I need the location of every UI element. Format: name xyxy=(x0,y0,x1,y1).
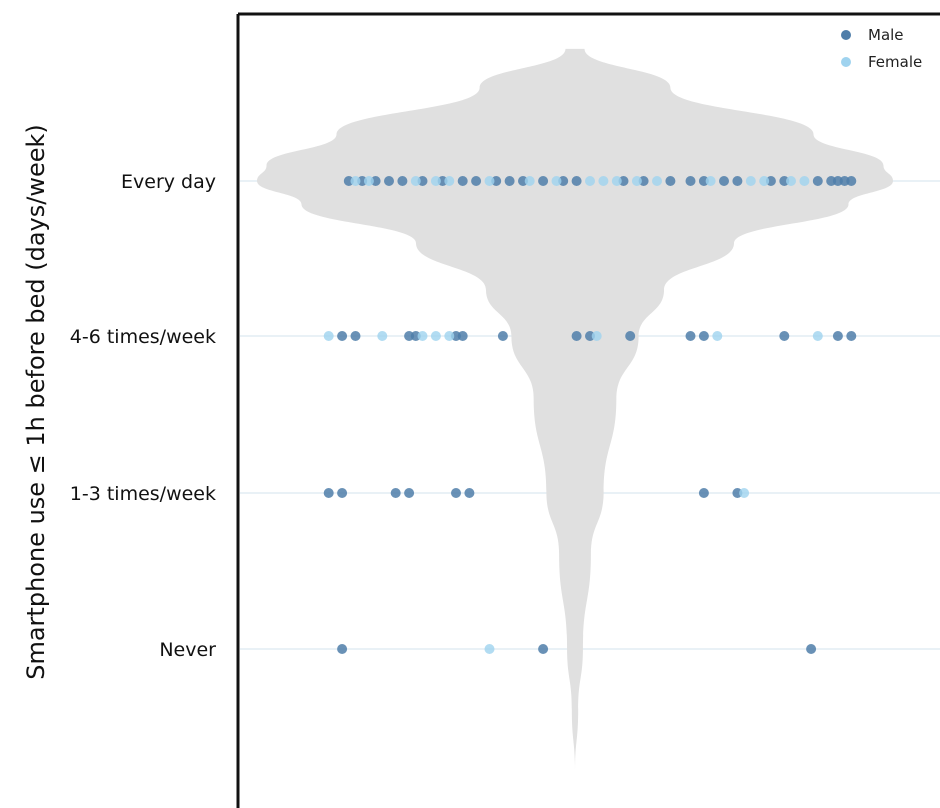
data-point-female xyxy=(410,176,421,186)
data-point-female xyxy=(786,176,796,186)
data-point-male xyxy=(404,488,415,498)
data-point-male xyxy=(457,176,468,186)
data-point-female xyxy=(759,176,770,186)
data-point-male xyxy=(846,176,857,186)
data-point-male xyxy=(806,644,817,654)
data-point-male xyxy=(451,488,461,498)
data-point-female xyxy=(377,331,388,341)
data-point-male xyxy=(685,176,696,186)
data-point-male xyxy=(497,331,508,341)
legend-label-female: Female xyxy=(868,53,922,71)
data-point-male xyxy=(323,488,334,498)
y-tick-label: 1-3 times/week xyxy=(70,483,216,505)
data-point-female xyxy=(591,331,602,341)
data-point-female xyxy=(430,331,441,341)
data-point-female xyxy=(444,176,455,186)
data-point-female xyxy=(323,331,334,341)
data-point-male xyxy=(685,331,696,341)
data-point-male xyxy=(390,488,401,498)
legend-marker-male xyxy=(841,30,851,40)
data-point-male xyxy=(779,331,790,341)
data-point-male xyxy=(698,331,709,341)
data-point-female xyxy=(484,176,495,186)
data-point-male xyxy=(812,176,823,186)
y-axis-title: Smartphone use ≤ 1h before bed (days/wee… xyxy=(22,124,50,680)
data-point-male xyxy=(571,331,582,341)
data-point-male xyxy=(846,331,857,341)
data-point-female xyxy=(705,176,716,186)
y-tick-label: Never xyxy=(159,639,216,661)
data-point-male xyxy=(698,488,709,498)
data-point-male xyxy=(732,176,743,186)
data-point-female xyxy=(611,176,622,186)
data-point-male xyxy=(337,644,348,654)
legend-label-male: Male xyxy=(868,26,904,44)
y-tick-label: 4-6 times/week xyxy=(70,326,216,348)
data-point-male xyxy=(665,176,676,186)
data-point-male xyxy=(538,176,549,186)
y-tick-labels: Every day 4-6 times/week 1-3 times/week Nev… xyxy=(70,171,216,661)
data-point-male xyxy=(337,488,348,498)
data-point-male xyxy=(350,331,361,341)
data-point-female xyxy=(551,176,562,186)
data-point-female xyxy=(430,176,441,186)
data-point-male xyxy=(464,488,475,498)
data-point-male xyxy=(571,176,582,186)
legend: Male Female xyxy=(841,26,922,71)
data-point-female xyxy=(350,176,361,186)
data-point-male xyxy=(719,176,729,186)
data-point-female xyxy=(652,176,662,186)
data-point-male xyxy=(832,331,843,341)
data-point-female xyxy=(812,331,823,341)
data-point-female xyxy=(598,176,609,186)
data-point-female xyxy=(363,176,374,186)
data-point-male xyxy=(384,176,394,186)
data-point-male xyxy=(397,176,408,186)
data-point-male xyxy=(471,176,482,186)
data-point-male xyxy=(625,331,636,341)
data-point-female xyxy=(739,488,750,498)
violin-density-shape xyxy=(257,48,893,772)
data-point-male xyxy=(538,644,549,654)
data-point-female xyxy=(524,176,535,186)
data-point-female xyxy=(484,644,495,654)
data-point-female xyxy=(631,176,642,186)
data-points xyxy=(323,176,857,654)
data-point-female xyxy=(745,176,756,186)
data-point-male xyxy=(457,331,468,341)
data-point-female xyxy=(585,176,595,186)
data-point-male xyxy=(504,176,515,186)
legend-marker-female xyxy=(841,57,851,67)
data-point-female xyxy=(799,176,810,186)
data-point-male xyxy=(337,331,348,341)
data-point-female xyxy=(444,331,455,341)
y-tick-label: Every day xyxy=(121,171,216,193)
data-point-female xyxy=(417,331,428,341)
data-point-female xyxy=(712,331,723,341)
